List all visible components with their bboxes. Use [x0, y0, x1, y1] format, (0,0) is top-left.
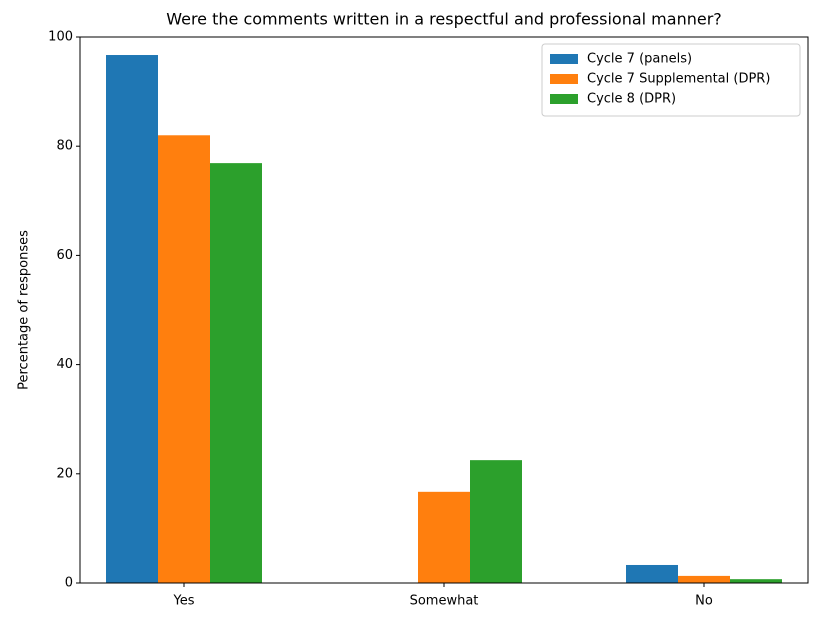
legend-swatch — [550, 54, 578, 64]
legend-label: Cycle 8 (DPR) — [587, 92, 676, 107]
x-tick-label: Yes — [173, 594, 195, 609]
plot-frame — [79, 36, 809, 584]
bar — [158, 135, 210, 583]
legend-box — [541, 43, 801, 117]
legend-label: Cycle 7 (panels) — [587, 52, 692, 67]
bar — [730, 579, 782, 583]
chart-title: Were the comments written in a respectfu… — [166, 10, 722, 29]
legend-swatch — [550, 74, 578, 84]
y-tick-label: 40 — [56, 357, 73, 372]
bar — [418, 491, 470, 583]
bar — [678, 575, 730, 583]
y-tick-label: 80 — [56, 139, 73, 154]
y-axis-label: Percentage of responses — [17, 230, 32, 390]
bar — [470, 460, 522, 583]
x-tick-label: Somewhat — [410, 594, 479, 609]
legend-swatch — [550, 94, 578, 104]
bar — [210, 163, 262, 583]
bar — [106, 55, 158, 583]
y-tick-label: 60 — [56, 248, 73, 263]
bar — [626, 564, 678, 583]
y-tick-label: 100 — [48, 30, 73, 45]
y-tick-label: 0 — [65, 576, 73, 591]
legend-label: Cycle 7 Supplemental (DPR) — [587, 72, 770, 87]
x-tick-label: No — [695, 594, 713, 609]
y-tick-label: 20 — [56, 466, 73, 481]
